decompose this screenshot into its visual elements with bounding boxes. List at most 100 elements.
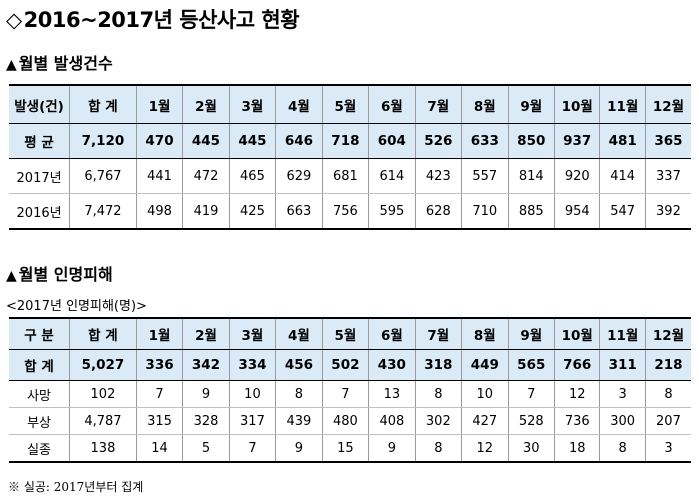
- table-cell: 317: [228, 407, 277, 435]
- table-row: 실종 138 14 5 7 9 15 9 8 12 30 18 8 3: [9, 434, 691, 463]
- table-cell: 526: [414, 123, 463, 159]
- table-cell: 557: [461, 158, 509, 194]
- table-cell: 9: [182, 380, 230, 408]
- table-cell: 565: [507, 349, 556, 381]
- table-caption: <2017년 인명피해(명)>: [6, 299, 147, 314]
- table-cell: 920: [553, 158, 601, 194]
- table-cell: 736: [553, 407, 601, 435]
- table-cell: 102: [69, 380, 137, 408]
- table-cell: 756: [321, 193, 370, 230]
- page-title: ◇2016~2017년 등산사고 현황: [6, 4, 300, 34]
- table-cell: 334: [228, 349, 277, 381]
- row-label: 부상: [9, 407, 71, 435]
- table-cell: 470: [135, 123, 184, 159]
- table-cell: 218: [644, 349, 691, 381]
- table-cell: 633: [461, 123, 509, 159]
- header-row: 발생(건) 합 계 1월 2월 3월 4월 5월 6월 7월 8월 9월 10월 11월 12월: [9, 84, 691, 124]
- table-cell: 30: [507, 434, 556, 463]
- row-label: 2016년: [9, 193, 71, 230]
- column-header: 1월: [135, 84, 184, 124]
- table-cell: 3: [599, 380, 646, 408]
- row-label: 실종: [9, 434, 71, 463]
- column-header: 8월: [461, 84, 509, 124]
- table-cell: 342: [182, 349, 230, 381]
- row-label: 사망: [9, 380, 71, 408]
- table-cell: 7: [507, 380, 556, 408]
- column-header: 2월: [182, 84, 230, 124]
- table-cell: 8: [644, 380, 691, 408]
- table-cell: 13: [368, 380, 416, 408]
- table-cell: 628: [414, 193, 463, 230]
- table-cell: 472: [182, 158, 230, 194]
- table-cell: 7,472: [69, 193, 137, 230]
- diamond-icon: ◇: [6, 8, 22, 32]
- table-cell: 318: [414, 349, 463, 381]
- table-cell: 5,027: [69, 349, 137, 381]
- column-header: 9월: [507, 84, 556, 124]
- column-header: 3월: [228, 84, 277, 124]
- table-cell: 445: [182, 123, 230, 159]
- column-header: 4월: [275, 84, 323, 124]
- table-cell: 408: [368, 407, 416, 435]
- table-cell: 315: [135, 407, 184, 435]
- table-cell: 12: [553, 380, 601, 408]
- table-cell: 302: [414, 407, 463, 435]
- table-cell: 498: [135, 193, 184, 230]
- table-cell: 430: [368, 349, 416, 381]
- table-cell: 441: [135, 158, 184, 194]
- summary-row: 합 계 5,027 336 342 334 456 502 430 318 449 565 766 31…: [9, 349, 691, 381]
- table-cell: 954: [553, 193, 601, 230]
- table-cell: 480: [321, 407, 370, 435]
- column-header: 6월: [368, 317, 416, 350]
- column-header: 11월: [599, 317, 646, 350]
- triangle-up-icon: ▲: [6, 268, 17, 284]
- table-cell: 718: [321, 123, 370, 159]
- footnote: ※ 실공: 2017년부터 집계: [8, 480, 144, 494]
- column-header: 합 계: [69, 317, 137, 350]
- table-cell: 481: [599, 123, 646, 159]
- column-header: 4월: [275, 317, 323, 350]
- row-label: 평 균: [9, 123, 71, 159]
- table-cell: 15: [321, 434, 370, 463]
- section-heading-monthly-occurrences: ▲ 월별 발생건수: [6, 50, 113, 74]
- column-header: 10월: [553, 317, 601, 350]
- table-cell: 449: [461, 349, 509, 381]
- table-cell: 445: [228, 123, 277, 159]
- table-cell: 4,787: [69, 407, 137, 435]
- table-cell: 937: [553, 123, 601, 159]
- column-header: 10월: [553, 84, 601, 124]
- column-header: 8월: [461, 317, 509, 350]
- table-cell: 14: [135, 434, 184, 463]
- table-row: 사망 102 7 9 10 8 7 13 8 10 7 12 3 8: [9, 380, 691, 408]
- table-cell: 528: [507, 407, 556, 435]
- section-heading-label: 월별 발생건수: [18, 54, 113, 73]
- table-cell: 614: [368, 158, 416, 194]
- monthly-occurrences-table: 발생(건) 합 계 1월 2월 3월 4월 5월 6월 7월 8월 9월 10월 11월 12월 평 균 7,…: [9, 84, 691, 230]
- table-cell: 7,120: [69, 123, 137, 159]
- table-cell: 392: [644, 193, 691, 230]
- table-cell: 465: [228, 158, 277, 194]
- row-label: 2017년: [9, 158, 71, 194]
- table-cell: 300: [599, 407, 646, 435]
- table-cell: 9: [275, 434, 323, 463]
- table-cell: 547: [599, 193, 646, 230]
- table-cell: 365: [644, 123, 691, 159]
- table-cell: 7: [135, 380, 184, 408]
- column-header: 5월: [321, 317, 370, 350]
- column-header: 구 분: [9, 317, 71, 350]
- column-header: 6월: [368, 84, 416, 124]
- table-cell: 604: [368, 123, 416, 159]
- table-cell: 629: [275, 158, 323, 194]
- table-cell: 710: [461, 193, 509, 230]
- table-cell: 814: [507, 158, 556, 194]
- table-cell: 439: [275, 407, 323, 435]
- table-cell: 10: [228, 380, 277, 408]
- table-cell: 311: [599, 349, 646, 381]
- table-cell: 646: [275, 123, 323, 159]
- table-cell: 850: [507, 123, 556, 159]
- column-header: 3월: [228, 317, 277, 350]
- table-cell: 7: [228, 434, 277, 463]
- table-cell: 328: [182, 407, 230, 435]
